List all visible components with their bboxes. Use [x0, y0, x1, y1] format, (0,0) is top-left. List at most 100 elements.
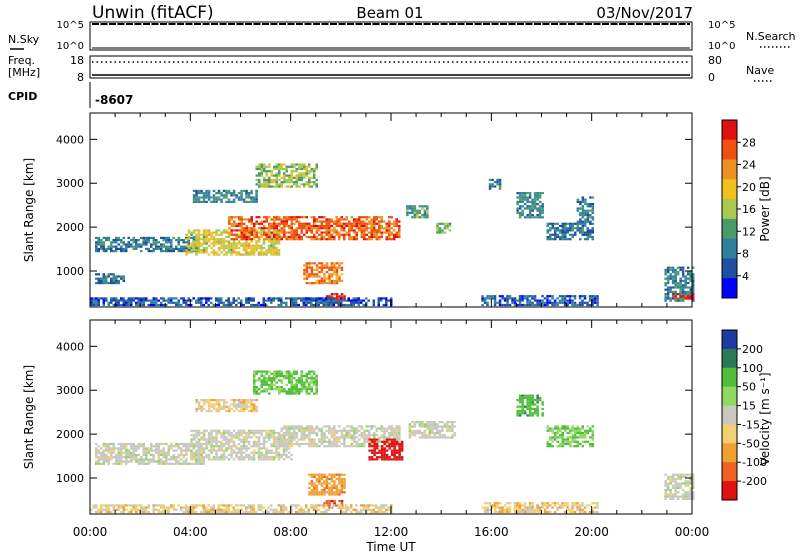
date-title: 03/Nov/2017 — [596, 4, 693, 22]
power-echo-region — [516, 192, 544, 218]
y-tick-label: 3000 — [56, 384, 84, 397]
colorbar-tick-label: 28 — [742, 136, 756, 149]
colorbar-swatch — [722, 140, 737, 160]
noise-left-tick-top: 10^5 — [57, 20, 84, 31]
cpid-value: -8607 — [95, 93, 133, 107]
colorbar-swatch — [722, 258, 737, 278]
colorbar-tick-label: 16 — [742, 203, 756, 216]
station-title: Unwin (fitACF) — [92, 3, 214, 23]
power-colorbar-label: Power [dB] — [758, 176, 772, 241]
time-tick-label: 08:00 — [273, 525, 308, 539]
power-panel-frame — [90, 113, 692, 307]
colorbar-tick-label: 12 — [742, 225, 756, 238]
y-tick-label: 3000 — [56, 177, 84, 190]
colorbar-tick-label: 20 — [742, 181, 756, 194]
power-echo-region — [95, 273, 125, 284]
colorbar-swatch — [722, 481, 737, 500]
nave-label: Nave — [746, 64, 774, 77]
y-tick-label: 2000 — [56, 221, 84, 234]
colorbar-tick-label: 24 — [742, 159, 756, 172]
colorbar-tick-label: 8 — [742, 248, 749, 261]
power-echo-region — [303, 262, 343, 284]
velocity-echo-region — [253, 371, 318, 395]
colorbar-swatch — [722, 406, 737, 425]
power-echo-region — [193, 190, 258, 203]
freq-tick-top: 18 — [70, 54, 84, 67]
colorbar-swatch — [722, 330, 737, 349]
freq-unit-label: [MHz] — [8, 66, 40, 79]
colorbar-swatch — [722, 387, 737, 406]
power-echo-region — [90, 297, 393, 306]
power-echo-region — [547, 223, 595, 241]
power-echo-region — [436, 223, 451, 234]
velocity-data-layer — [90, 371, 694, 514]
time-tick-label: 20:00 — [574, 525, 609, 539]
y-tick-label: 4000 — [56, 340, 84, 353]
colorbar-swatch — [722, 160, 737, 180]
y-tick-label: 4000 — [56, 133, 84, 146]
colorbar-swatch — [722, 239, 737, 259]
colorbar-swatch — [722, 120, 737, 140]
y-tick-label: 1000 — [56, 472, 84, 485]
time-axis-label: Time UT — [365, 540, 416, 554]
velocity-echo-region — [516, 395, 544, 417]
time-tick-label: 00:00 — [675, 525, 710, 539]
colorbar-swatch — [722, 443, 737, 462]
velocity-y-ticks: 1000 2000 3000 4000 — [56, 340, 692, 485]
noise-right-tick-bottom: 10^0 — [708, 41, 735, 52]
velocity-echo-region — [368, 439, 403, 461]
y-tick-label: 1000 — [56, 265, 84, 278]
power-echo-region — [406, 205, 429, 218]
colorbar-swatch — [722, 349, 737, 368]
colorbar-tick-label: 4 — [742, 270, 749, 283]
velocity-colorbar-label: Velocity [m s⁻¹] — [758, 372, 772, 465]
power-y-axis-label: Slant Range [km] — [22, 158, 36, 262]
velocity-echo-region — [90, 504, 393, 513]
nave-tick-bottom: 0 — [708, 71, 715, 84]
time-tick-label: 12:00 — [374, 525, 409, 539]
power-echo-region — [489, 179, 502, 190]
cpid-label: CPID — [8, 90, 37, 103]
colorbar-swatch — [722, 199, 737, 219]
velocity-x-ticks — [90, 320, 692, 514]
power-x-ticks — [90, 113, 692, 307]
nave-tick-top: 80 — [708, 54, 722, 67]
velocity-echo-region — [190, 430, 292, 461]
y-tick-label: 2000 — [56, 428, 84, 441]
power-echo-region — [577, 196, 595, 222]
velocity-panel-frame — [90, 320, 692, 514]
velocity-echo-region — [547, 425, 595, 447]
velocity-echo-region — [308, 474, 346, 496]
colorbar-swatch — [722, 368, 737, 387]
velocity-echo-region — [409, 421, 457, 439]
colorbar-tick-label: 50 — [742, 381, 756, 394]
power-colorbar: 4 8 12 16 20 24 28 — [722, 120, 756, 298]
velocity-echo-region — [278, 425, 401, 447]
colorbar-swatch — [722, 462, 737, 481]
colorbar-tick-label: 200 — [742, 343, 763, 356]
power-echo-region — [95, 237, 200, 252]
power-echo-region — [228, 216, 401, 240]
beam-title: Beam 01 — [356, 4, 423, 22]
velocity-echo-region — [195, 399, 258, 412]
nsearch-label: N.Search — [746, 30, 796, 43]
colorbar-swatch — [722, 219, 737, 239]
velocity-y-axis-label: Slant Range [km] — [22, 365, 36, 469]
power-echo-region — [256, 164, 319, 188]
noise-panel-frame — [90, 22, 692, 50]
velocity-echo-region — [95, 443, 205, 465]
nsky-label: N.Sky — [8, 33, 40, 46]
colorbar-swatch — [722, 424, 737, 443]
time-tick-label: 00:00 — [73, 525, 108, 539]
freq-tick-bottom: 8 — [77, 71, 84, 84]
colorbar-tick-label: -200 — [742, 475, 767, 488]
noise-right-tick-top: 10^5 — [708, 20, 735, 31]
velocity-echo-region — [481, 502, 599, 513]
colorbar-swatch — [722, 278, 737, 298]
time-tick-label: 16:00 — [474, 525, 509, 539]
colorbar-tick-label: 15 — [742, 400, 756, 413]
colorbar-swatch — [722, 179, 737, 199]
